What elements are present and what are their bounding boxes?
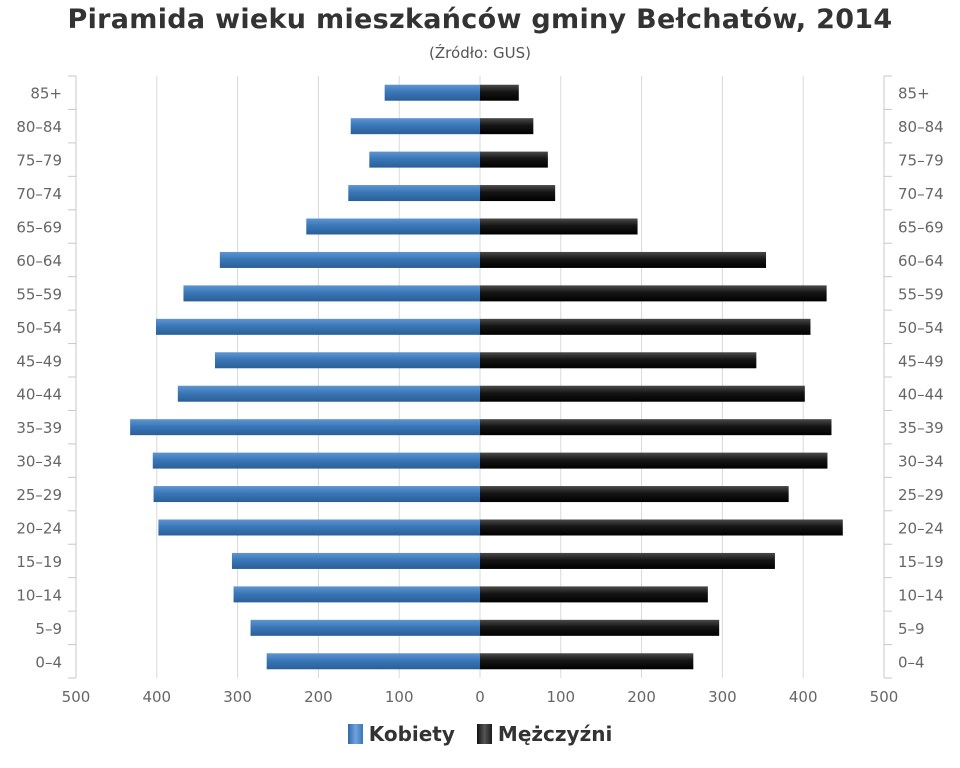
bar-women [177, 385, 481, 402]
chart-subtitle: (Źródło: GUS) [429, 44, 531, 62]
bar-men [480, 486, 789, 503]
y-tick-label-left: 10–14 [16, 586, 62, 604]
bar-women [250, 619, 480, 636]
x-tick-label: 500 [870, 688, 899, 706]
legend-item-men[interactable]: Mężczyźni [476, 722, 613, 746]
bar-women [350, 118, 480, 135]
x-tick-label: 400 [789, 688, 818, 706]
y-tick-label-right: 75–79 [898, 152, 944, 170]
bar-men [480, 552, 775, 569]
y-tick-label-right: 65–69 [898, 219, 944, 237]
x-tick-label: 200 [627, 688, 656, 706]
y-tick-label-left: 40–44 [16, 386, 62, 404]
bar-men [480, 118, 534, 135]
y-tick-label-right: 55–59 [898, 285, 944, 303]
y-tick-label-left: 15–19 [16, 553, 62, 571]
y-tick-label-left: 65–69 [16, 219, 62, 237]
chart-title: Piramida wieku mieszkańców gminy Bełchat… [67, 4, 893, 35]
x-tick-label: 300 [708, 688, 737, 706]
bar-men [480, 653, 694, 670]
bar-women [369, 151, 480, 168]
y-tick-label-right: 0–4 [898, 653, 925, 671]
y-tick-label-left: 5–9 [35, 620, 62, 638]
bar-men [480, 218, 638, 235]
bar-women [266, 653, 480, 670]
bar-men [480, 385, 805, 402]
x-tick-label: 200 [304, 688, 333, 706]
bar-women [348, 185, 480, 202]
bar-women [130, 419, 481, 436]
y-tick-label-left: 70–74 [16, 185, 62, 203]
bar-men [480, 84, 519, 101]
y-tick-label-left: 85+ [30, 85, 62, 103]
y-tick-label-right: 5–9 [898, 620, 925, 638]
y-tick-label-right: 15–19 [898, 553, 944, 571]
y-tick-label-right: 20–24 [898, 520, 944, 538]
bar-women [306, 218, 480, 235]
y-tick-label-left: 75–79 [16, 152, 62, 170]
y-tick-label-left: 80–84 [16, 118, 62, 136]
y-tick-label-left: 25–29 [16, 486, 62, 504]
x-tick-label: 100 [546, 688, 575, 706]
y-tick-label-right: 30–34 [898, 453, 944, 471]
legend-item-women[interactable]: Kobiety [347, 722, 455, 746]
legend-swatch-women [347, 724, 363, 744]
legend-label-women: Kobiety [368, 722, 455, 746]
x-tick-label: 100 [385, 688, 414, 706]
bar-women [214, 352, 480, 369]
bar-women [219, 251, 480, 268]
bar-men [480, 352, 757, 369]
y-tick-label-right: 60–64 [898, 252, 944, 270]
y-tick-label-left: 35–39 [16, 419, 62, 437]
bar-men [480, 151, 548, 168]
x-tick-label: 300 [223, 688, 252, 706]
bar-men [480, 419, 832, 436]
y-tick-label-right: 35–39 [898, 419, 944, 437]
x-tick-label: 400 [142, 688, 171, 706]
y-tick-label-right: 70–74 [898, 185, 944, 203]
bar-men [480, 619, 720, 636]
y-tick-label-left: 50–54 [16, 319, 62, 337]
bar-men [480, 318, 811, 335]
x-tick-label: 0 [475, 688, 485, 706]
legend-label-men: Mężczyźni [497, 722, 613, 746]
chart-legend: Kobiety Mężczyźni [0, 722, 960, 746]
y-tick-label-right: 80–84 [898, 118, 944, 136]
y-tick-label-right: 85+ [898, 85, 930, 103]
bar-men [480, 452, 828, 469]
y-tick-label-right: 25–29 [898, 486, 944, 504]
y-tick-label-left: 20–24 [16, 520, 62, 538]
x-tick-label: 500 [62, 688, 91, 706]
bar-women [183, 285, 481, 302]
y-tick-label-left: 30–34 [16, 453, 62, 471]
y-tick-label-left: 55–59 [16, 285, 62, 303]
bar-women [152, 452, 480, 469]
bar-men [480, 285, 827, 302]
y-tick-label-right: 40–44 [898, 386, 944, 404]
bar-men [480, 251, 767, 268]
y-tick-label-left: 60–64 [16, 252, 62, 270]
bar-men [480, 185, 556, 202]
legend-swatch-men [476, 724, 492, 744]
bar-women [233, 586, 480, 603]
y-tick-label-left: 45–49 [16, 352, 62, 370]
bar-women [153, 486, 480, 503]
bar-men [480, 519, 843, 536]
bar-women [384, 84, 480, 101]
population-pyramid-chart: 500 400 300 200 100 0 100 200 300 400 500 85+ 85+ 80–… [16, 75, 944, 706]
bar-women [231, 552, 480, 569]
bar-women [158, 519, 480, 536]
y-tick-label-left: 0–4 [35, 653, 62, 671]
bar-men [480, 586, 708, 603]
y-tick-label-right: 50–54 [898, 319, 944, 337]
y-tick-label-right: 10–14 [898, 586, 944, 604]
y-tick-label-right: 45–49 [898, 352, 944, 370]
bar-women [155, 318, 480, 335]
